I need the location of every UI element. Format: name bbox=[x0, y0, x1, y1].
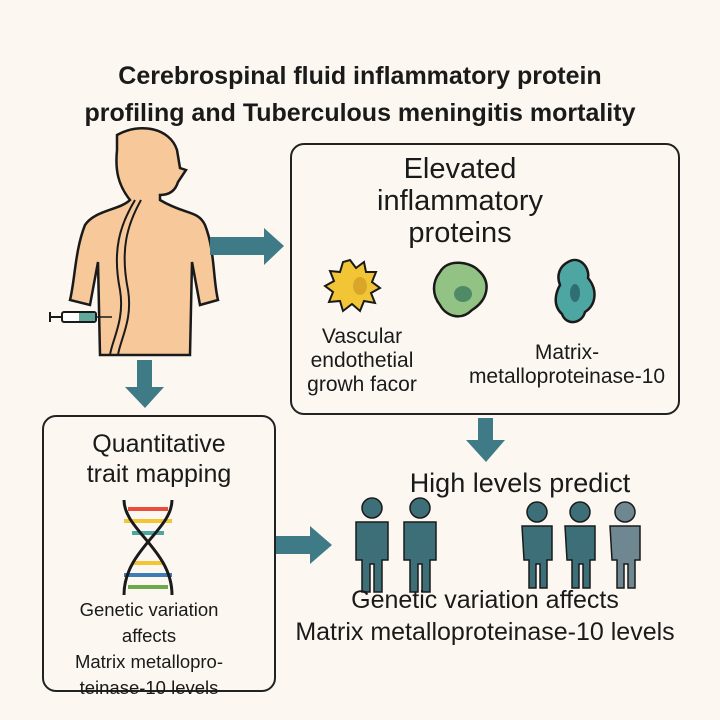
vegf-label: Vascular endothetial growh facor bbox=[292, 325, 432, 397]
qtl-heading: Quantitative trait mapping bbox=[44, 429, 274, 489]
title-line: profiling and Tuberculous meningitis mor… bbox=[84, 99, 636, 127]
proteins-heading: Elevated inflammatory proteins bbox=[292, 153, 628, 249]
text-line: affects bbox=[121, 625, 177, 646]
label-line: Vascular bbox=[321, 325, 403, 348]
mmp10-label: Matrix- metalloproteinase-10 bbox=[452, 341, 682, 389]
text-line: Genetic variation bbox=[79, 599, 219, 620]
text-line: teinase-10 levels bbox=[79, 677, 219, 698]
title-line: Cerebrospinal fluid inflammatory protein bbox=[118, 62, 602, 90]
heading-line: Elevated bbox=[403, 153, 517, 185]
heading-line: Quantitative bbox=[92, 430, 226, 458]
person-icon bbox=[564, 501, 596, 589]
person-icon bbox=[403, 497, 437, 593]
heading-line: trait mapping bbox=[86, 460, 232, 488]
text-line: Matrix metalloproteinase-10 levels bbox=[295, 618, 675, 646]
person-icon bbox=[355, 497, 389, 593]
person-icon bbox=[521, 501, 553, 589]
text-line: Matrix metallopro- bbox=[74, 651, 224, 672]
label-line: growh facor bbox=[307, 373, 417, 396]
label-line: Matrix- bbox=[534, 341, 600, 364]
heading-line: inflammatory bbox=[377, 185, 543, 217]
qtl-box: Quantitative trait mapping Genetic varia… bbox=[42, 415, 276, 698]
person-icon bbox=[609, 501, 641, 589]
text-line: Genetic variation affects bbox=[351, 586, 619, 614]
outcome-text: Genetic variation affects Matrix metallo… bbox=[270, 584, 700, 648]
qtl-text: Genetic variation affects Matrix metallo… bbox=[44, 597, 254, 701]
outcome-heading: High levels predict bbox=[409, 468, 631, 498]
page-title: Cerebrospinal fluid inflammatory protein… bbox=[0, 58, 720, 132]
heading-line: proteins bbox=[408, 217, 512, 249]
label-line: metalloproteinase-10 bbox=[468, 365, 666, 388]
label-line: endothetial bbox=[310, 349, 414, 372]
